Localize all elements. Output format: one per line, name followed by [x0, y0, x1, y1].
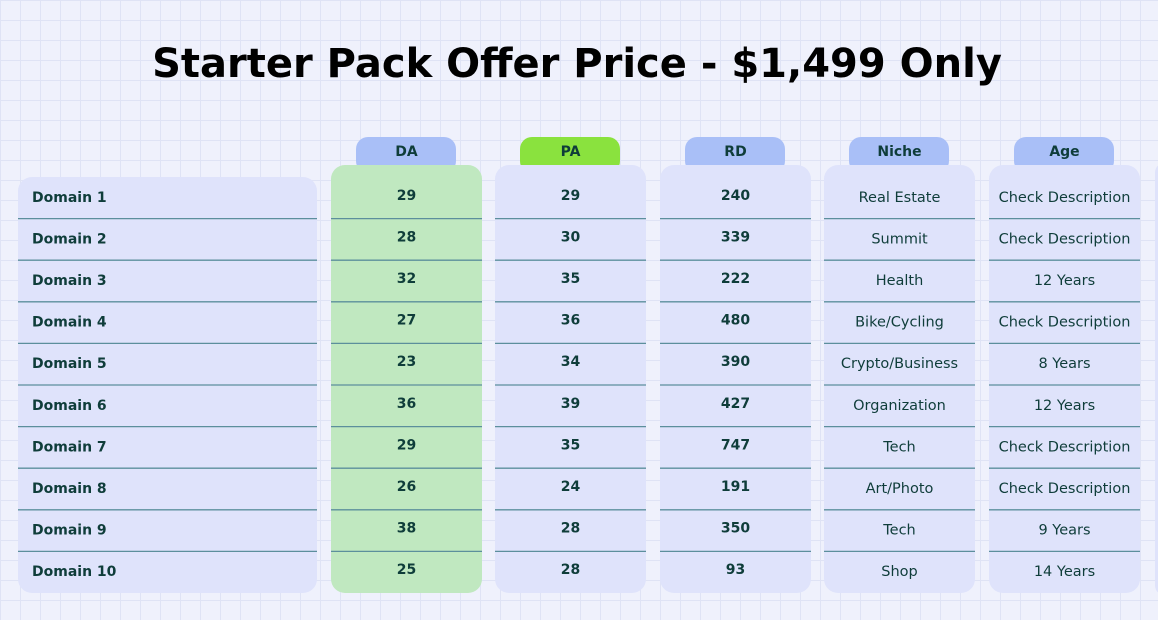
cell: Bike/Cycling [855, 315, 944, 331]
cell: 27 [397, 313, 416, 329]
cell: 29 [561, 188, 580, 204]
cell: 427 [721, 396, 750, 412]
cell: 93 [726, 562, 745, 578]
cell: Check Description [999, 315, 1131, 331]
header-tab [685, 137, 785, 173]
cell: 39 [561, 396, 580, 412]
cell: 36 [561, 313, 580, 329]
column-card [331, 165, 482, 593]
domain-name: Domain 5 [32, 356, 107, 372]
cell: Tech [882, 523, 915, 539]
cell: 28 [561, 521, 580, 537]
cell: 36 [397, 396, 416, 412]
cell: 25 [397, 562, 416, 578]
cell: 32 [397, 271, 416, 287]
cell: 12 Years [1034, 398, 1095, 414]
domain-name: Domain 6 [32, 398, 107, 414]
cell: 339 [721, 229, 750, 245]
cell: Health [876, 273, 924, 289]
header-tab [1014, 137, 1114, 173]
column-header: RD [724, 144, 746, 160]
header-tab [849, 137, 949, 173]
domain-name: Domain 10 [32, 564, 117, 580]
cell: 30 [561, 229, 581, 245]
domain-name: Domain 7 [32, 439, 107, 455]
column-card [989, 165, 1140, 593]
column-card [495, 165, 646, 593]
cell: Check Description [999, 439, 1131, 455]
cell: 14 Years [1034, 564, 1095, 580]
cell: Real Estate [859, 190, 941, 206]
cell: Crypto/Business [841, 356, 958, 372]
domain-name: Domain 9 [32, 523, 107, 539]
cell: 390 [721, 354, 750, 370]
cell: 350 [721, 521, 750, 537]
cell: Check Description [999, 231, 1131, 247]
cell: 24 [561, 479, 581, 495]
cell: Tech [882, 439, 915, 455]
column-card [824, 165, 975, 593]
cell: 38 [397, 521, 416, 537]
column-header: PA [561, 144, 581, 160]
cell: 747 [721, 437, 750, 453]
cell: 480 [721, 313, 750, 329]
cell: 34 [561, 354, 581, 370]
cell: 222 [721, 271, 750, 287]
cell: Organization [853, 398, 946, 414]
cell: 28 [397, 229, 416, 245]
cell: 35 [561, 271, 580, 287]
column-header: Niche [877, 144, 921, 160]
column-header: DA [395, 144, 418, 160]
cell: 12 Years [1034, 273, 1095, 289]
cell: Shop [881, 564, 917, 580]
cell: 9 Years [1038, 523, 1090, 539]
cell: 29 [397, 188, 416, 204]
cell: Art/Photo [866, 481, 934, 497]
cell: 29 [397, 437, 416, 453]
cell: 191 [721, 479, 750, 495]
cell: Check Description [999, 481, 1131, 497]
domain-name: Domain 8 [32, 481, 107, 497]
cut-off-column [1155, 165, 1158, 593]
title: Starter Pack Offer Price - $1,499 Only [152, 41, 1002, 87]
cell: 240 [721, 188, 750, 204]
cell: 26 [397, 479, 416, 495]
domain-name: Domain 4 [32, 315, 107, 331]
domain-name: Domain 3 [32, 273, 107, 289]
cell: 28 [561, 562, 580, 578]
cell: 8 Years [1038, 356, 1090, 372]
column-header: Age [1049, 144, 1079, 160]
cell: 23 [397, 354, 416, 370]
domain-name: Domain 2 [32, 231, 107, 247]
header-tab [356, 137, 456, 173]
domain-name: Domain 1 [32, 190, 107, 206]
cell: Check Description [999, 190, 1131, 206]
column-card [660, 165, 811, 593]
header-tab [520, 137, 620, 173]
cell: 35 [561, 437, 580, 453]
cell: Summit [871, 231, 928, 247]
